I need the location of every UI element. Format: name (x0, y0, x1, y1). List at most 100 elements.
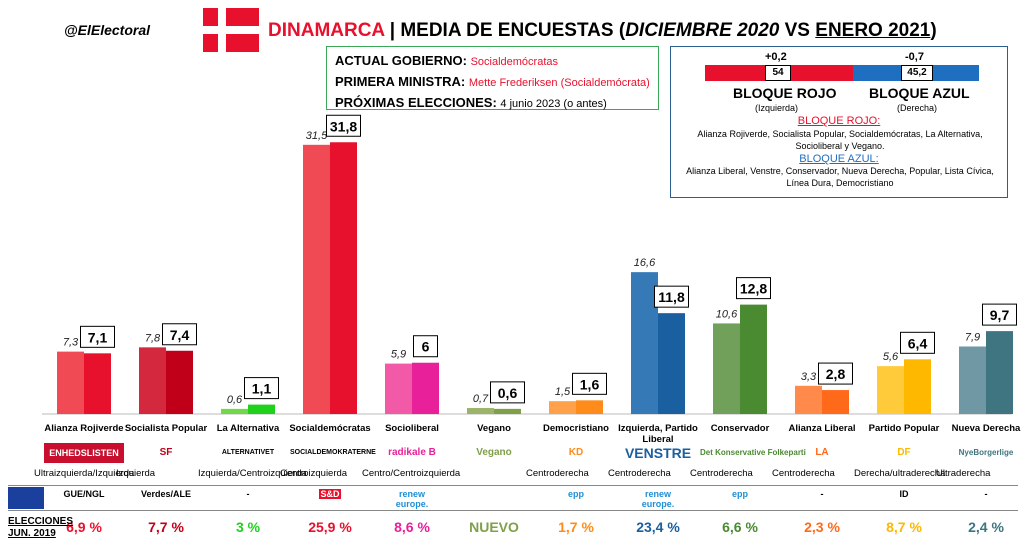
label-curr: 1,6 (580, 376, 600, 392)
red-block-desc: Alianza Rojiverde, Socialista Popular, S… (697, 129, 983, 151)
election-result: 7,7 % (148, 519, 184, 535)
gov-val-3: 4 junio 2023 (o antes) (500, 98, 607, 110)
party-ideology: Izquierda (116, 468, 156, 479)
party-name: La Alternativa (216, 423, 280, 434)
label-curr-box (162, 323, 197, 346)
label-prev: 10,6 (716, 308, 738, 320)
blue-block-desc: Alianza Liberal, Venstre, Conservador, N… (686, 166, 994, 188)
label-curr: 6,4 (908, 335, 928, 351)
election-result: 23,4 % (636, 519, 680, 535)
eu-group: renew europe. (641, 489, 675, 509)
party-name: Conservador (710, 423, 770, 434)
bar-curr (904, 359, 931, 414)
party-name: Socialdemócratas (289, 423, 371, 434)
election-result: 1,7 % (558, 519, 594, 535)
party-logo: radikale B (388, 447, 436, 458)
eu-group: - (984, 489, 988, 499)
bar-prev (385, 363, 412, 414)
title-from: DICIEMBRE 2020 (625, 20, 780, 41)
label-curr: 7,4 (170, 327, 190, 343)
party-name: Izquierda, Partido Liberal (618, 423, 698, 445)
eu-group: Verdes/ALE (140, 489, 192, 499)
label-curr-box (413, 335, 438, 358)
red-block-sub: (Izquierda) (755, 103, 799, 113)
gov-val-2: Mette Frederiksen (Socialdemócrata) (468, 77, 650, 89)
gov-key-2: PRIMERA MINISTRA: (335, 74, 466, 89)
title-close: ) (930, 20, 937, 41)
election-result: 2,3 % (804, 519, 840, 535)
eu-group: epp (731, 489, 748, 499)
red-block-name: BLOQUE ROJO (733, 85, 837, 101)
title-vs: VS (779, 20, 816, 41)
bar-prev (549, 401, 576, 414)
election-result: 6,6 % (722, 519, 758, 535)
handle: @ElElectoral (64, 22, 151, 38)
label-curr: 7,1 (88, 329, 108, 345)
party-ideology: Centroderecha (690, 468, 753, 479)
page-title: DINAMARCA | MEDIA DE ENCUESTAS (DICIEMBR… (268, 20, 937, 42)
party-name: Democristiano (543, 423, 609, 434)
chart-bars: 7,3 7,1 7,8 7,4 0,6 1,1 31,531,8 5,9 6 0,7 0,6 1,5 1… (57, 114, 1017, 414)
label-prev: 1,5 (555, 386, 571, 398)
eu-group: renew europe. (395, 489, 429, 509)
election-result: 8,6 % (394, 519, 430, 535)
label-curr-box (818, 362, 853, 385)
label-prev: 7,8 (145, 332, 161, 344)
party-name: Nueva Derecha (951, 423, 1021, 434)
label-prev: 16,6 (634, 257, 656, 269)
blocks-box: +0,2 -0,7 54 45,2 BLOQUE ROJO BLOQUE AZU… (670, 46, 1008, 198)
bar-curr (166, 350, 193, 414)
eu-group: - (820, 489, 824, 499)
party-logo: ENHEDSLISTEN (44, 443, 124, 463)
title-country: DINAMARCA (268, 20, 385, 41)
bar-prev (221, 408, 248, 414)
label-prev: 0,6 (227, 394, 243, 406)
label-prev: 31,5 (306, 130, 328, 142)
label-curr-box (490, 381, 525, 404)
label-curr: 31,8 (330, 118, 357, 134)
elections-label: ELECCIONES JUN. 2019 (8, 516, 74, 539)
election-result: 25,9 % (308, 519, 352, 535)
bar-curr (822, 390, 849, 414)
party-ideology: Derecha/ultraderecha (854, 468, 946, 479)
election-result: 8,7 % (886, 519, 922, 535)
party-logo: VENSTRE (624, 445, 692, 461)
blue-change: -0,7 (905, 51, 924, 63)
party-logo: NyeBorgerlige (958, 448, 1014, 457)
blue-block-name: BLOQUE AZUL (869, 85, 970, 101)
label-curr-box (654, 285, 689, 308)
label-prev: 0,7 (473, 393, 489, 405)
government-box: ACTUAL GOBIERNO: Socialdemócratas PRIMER… (326, 46, 659, 110)
party-ideology: Centroderecha (608, 468, 671, 479)
red-block-value: 54 (765, 65, 791, 81)
bar-prev (467, 408, 494, 414)
bar-curr (658, 313, 685, 414)
label-prev: 3,3 (801, 371, 817, 383)
bar-curr (330, 142, 357, 414)
label-curr-box (982, 303, 1017, 326)
bar-prev (57, 351, 84, 414)
blue-block-sub: (Derecha) (897, 103, 938, 113)
election-result: NUEVO (469, 519, 519, 535)
party-logo: Det Konservative Folkeparti (700, 448, 806, 457)
gov-val-1: Socialdemócratas (470, 56, 558, 68)
bar-prev (139, 347, 166, 414)
label-prev: 7,9 (965, 331, 980, 343)
party-name: Vegano (477, 423, 511, 434)
label-curr: 2,8 (826, 366, 846, 382)
label-curr-box (244, 377, 279, 400)
eu-group: epp (567, 489, 584, 499)
party-name: Partido Popular (868, 423, 940, 434)
party-name: Socioliberal (385, 423, 439, 434)
label-curr-box (572, 372, 607, 395)
label-curr-box (326, 114, 361, 137)
label-prev: 5,9 (391, 349, 406, 361)
label-curr: 12,8 (740, 281, 767, 297)
denmark-flag-icon (203, 8, 259, 52)
party-name: Alianza Rojiverde (44, 423, 124, 434)
bar-curr (494, 408, 521, 414)
label-prev: 7,3 (63, 337, 79, 349)
title-to: ENERO 2021 (815, 20, 931, 41)
label-curr-box (80, 325, 115, 348)
